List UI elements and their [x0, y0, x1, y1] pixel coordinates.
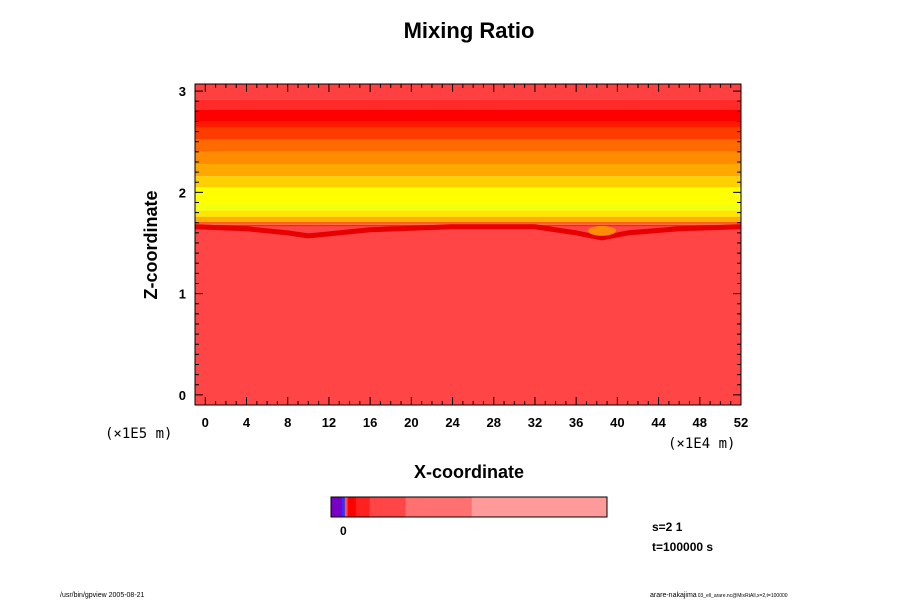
interface-blob	[587, 225, 616, 236]
colorbar-segment-6	[405, 497, 473, 517]
plot-frame	[194, 83, 742, 406]
x-tick-label: 4	[243, 415, 251, 430]
chart-title: Mixing Ratio	[404, 18, 535, 43]
x-tick-label: 44	[651, 415, 666, 430]
y-tick-labels: 0 1 2 3	[179, 84, 186, 403]
contour-band-6	[195, 187, 741, 205]
x-tick-label: 32	[528, 415, 542, 430]
colorbar	[331, 497, 608, 517]
contour-band-3	[195, 216, 741, 222]
x-tick-label: 16	[363, 415, 377, 430]
colorbar-segment-2	[344, 497, 349, 517]
x-tick-labels: 0 4 8 12 16 20 24 28 32 36 40 44 48 52	[202, 415, 749, 430]
colorbar-segment-3	[347, 497, 357, 517]
x-tick-label: 40	[610, 415, 624, 430]
info-s-label: s=2 1	[652, 520, 683, 534]
footer-right: arare-nakajima03_ell_arare.nc@MixRtAll,x…	[650, 592, 788, 599]
colorbar-segment-7	[471, 497, 608, 517]
colorbar-tick-label: 0	[340, 524, 347, 538]
x-tick-label: 20	[404, 415, 418, 430]
colorbar-segment-4	[355, 497, 371, 517]
y-scale-label: (×1E5 m)	[105, 426, 172, 442]
x-tick-label: 8	[284, 415, 291, 430]
contour-band-13	[195, 109, 741, 122]
y-tick-label: 1	[179, 287, 186, 302]
colorbar-segment-5	[369, 497, 407, 517]
contour-band-2	[195, 221, 741, 225]
x-axis-label: X-coordinate	[414, 462, 524, 482]
heatmap-area	[194, 84, 742, 405]
x-tick-label: 48	[693, 415, 707, 430]
x-tick-label: 12	[322, 415, 336, 430]
axis-ticks	[195, 84, 742, 405]
colorbar-frame	[330, 496, 608, 518]
x-tick-label: 28	[487, 415, 501, 430]
colorbar-segment-1	[342, 497, 346, 517]
info-t-label: t=100000 s	[652, 540, 713, 554]
contour-band-15	[195, 84, 741, 100]
footer-right-main: arare-nakajima	[650, 592, 697, 599]
contour-band-8	[195, 163, 741, 177]
footer-right-small: 03_ell_arare.nc@MixRtAll,x=2,t=100000	[698, 593, 788, 599]
x-tick-label: 36	[569, 415, 583, 430]
footer-left: /usr/bin/gpview 2005-08-21	[60, 592, 145, 599]
contour-band-10	[195, 139, 741, 152]
x-tick-label: 24	[445, 415, 460, 430]
contour-band-7	[195, 176, 741, 188]
contour-band-11	[195, 127, 741, 140]
x-tick-label: 52	[734, 415, 748, 430]
y-axis-label: Z-coordinate	[141, 190, 161, 299]
contour-band-9	[195, 151, 741, 164]
contour-band-0	[195, 226, 741, 405]
interface-line	[194, 224, 742, 241]
contour-band-12	[195, 121, 741, 128]
contour-band-4	[195, 210, 741, 217]
contour-band-5	[195, 204, 741, 211]
x-tick-label: 0	[202, 415, 209, 430]
y-tick-label: 2	[179, 185, 186, 200]
x-scale-label: (×1E4 m)	[668, 436, 735, 452]
y-tick-label: 3	[179, 84, 186, 99]
y-tick-label: 0	[179, 388, 186, 403]
colorbar-segment-0	[331, 497, 343, 517]
contour-band-14	[195, 99, 741, 110]
